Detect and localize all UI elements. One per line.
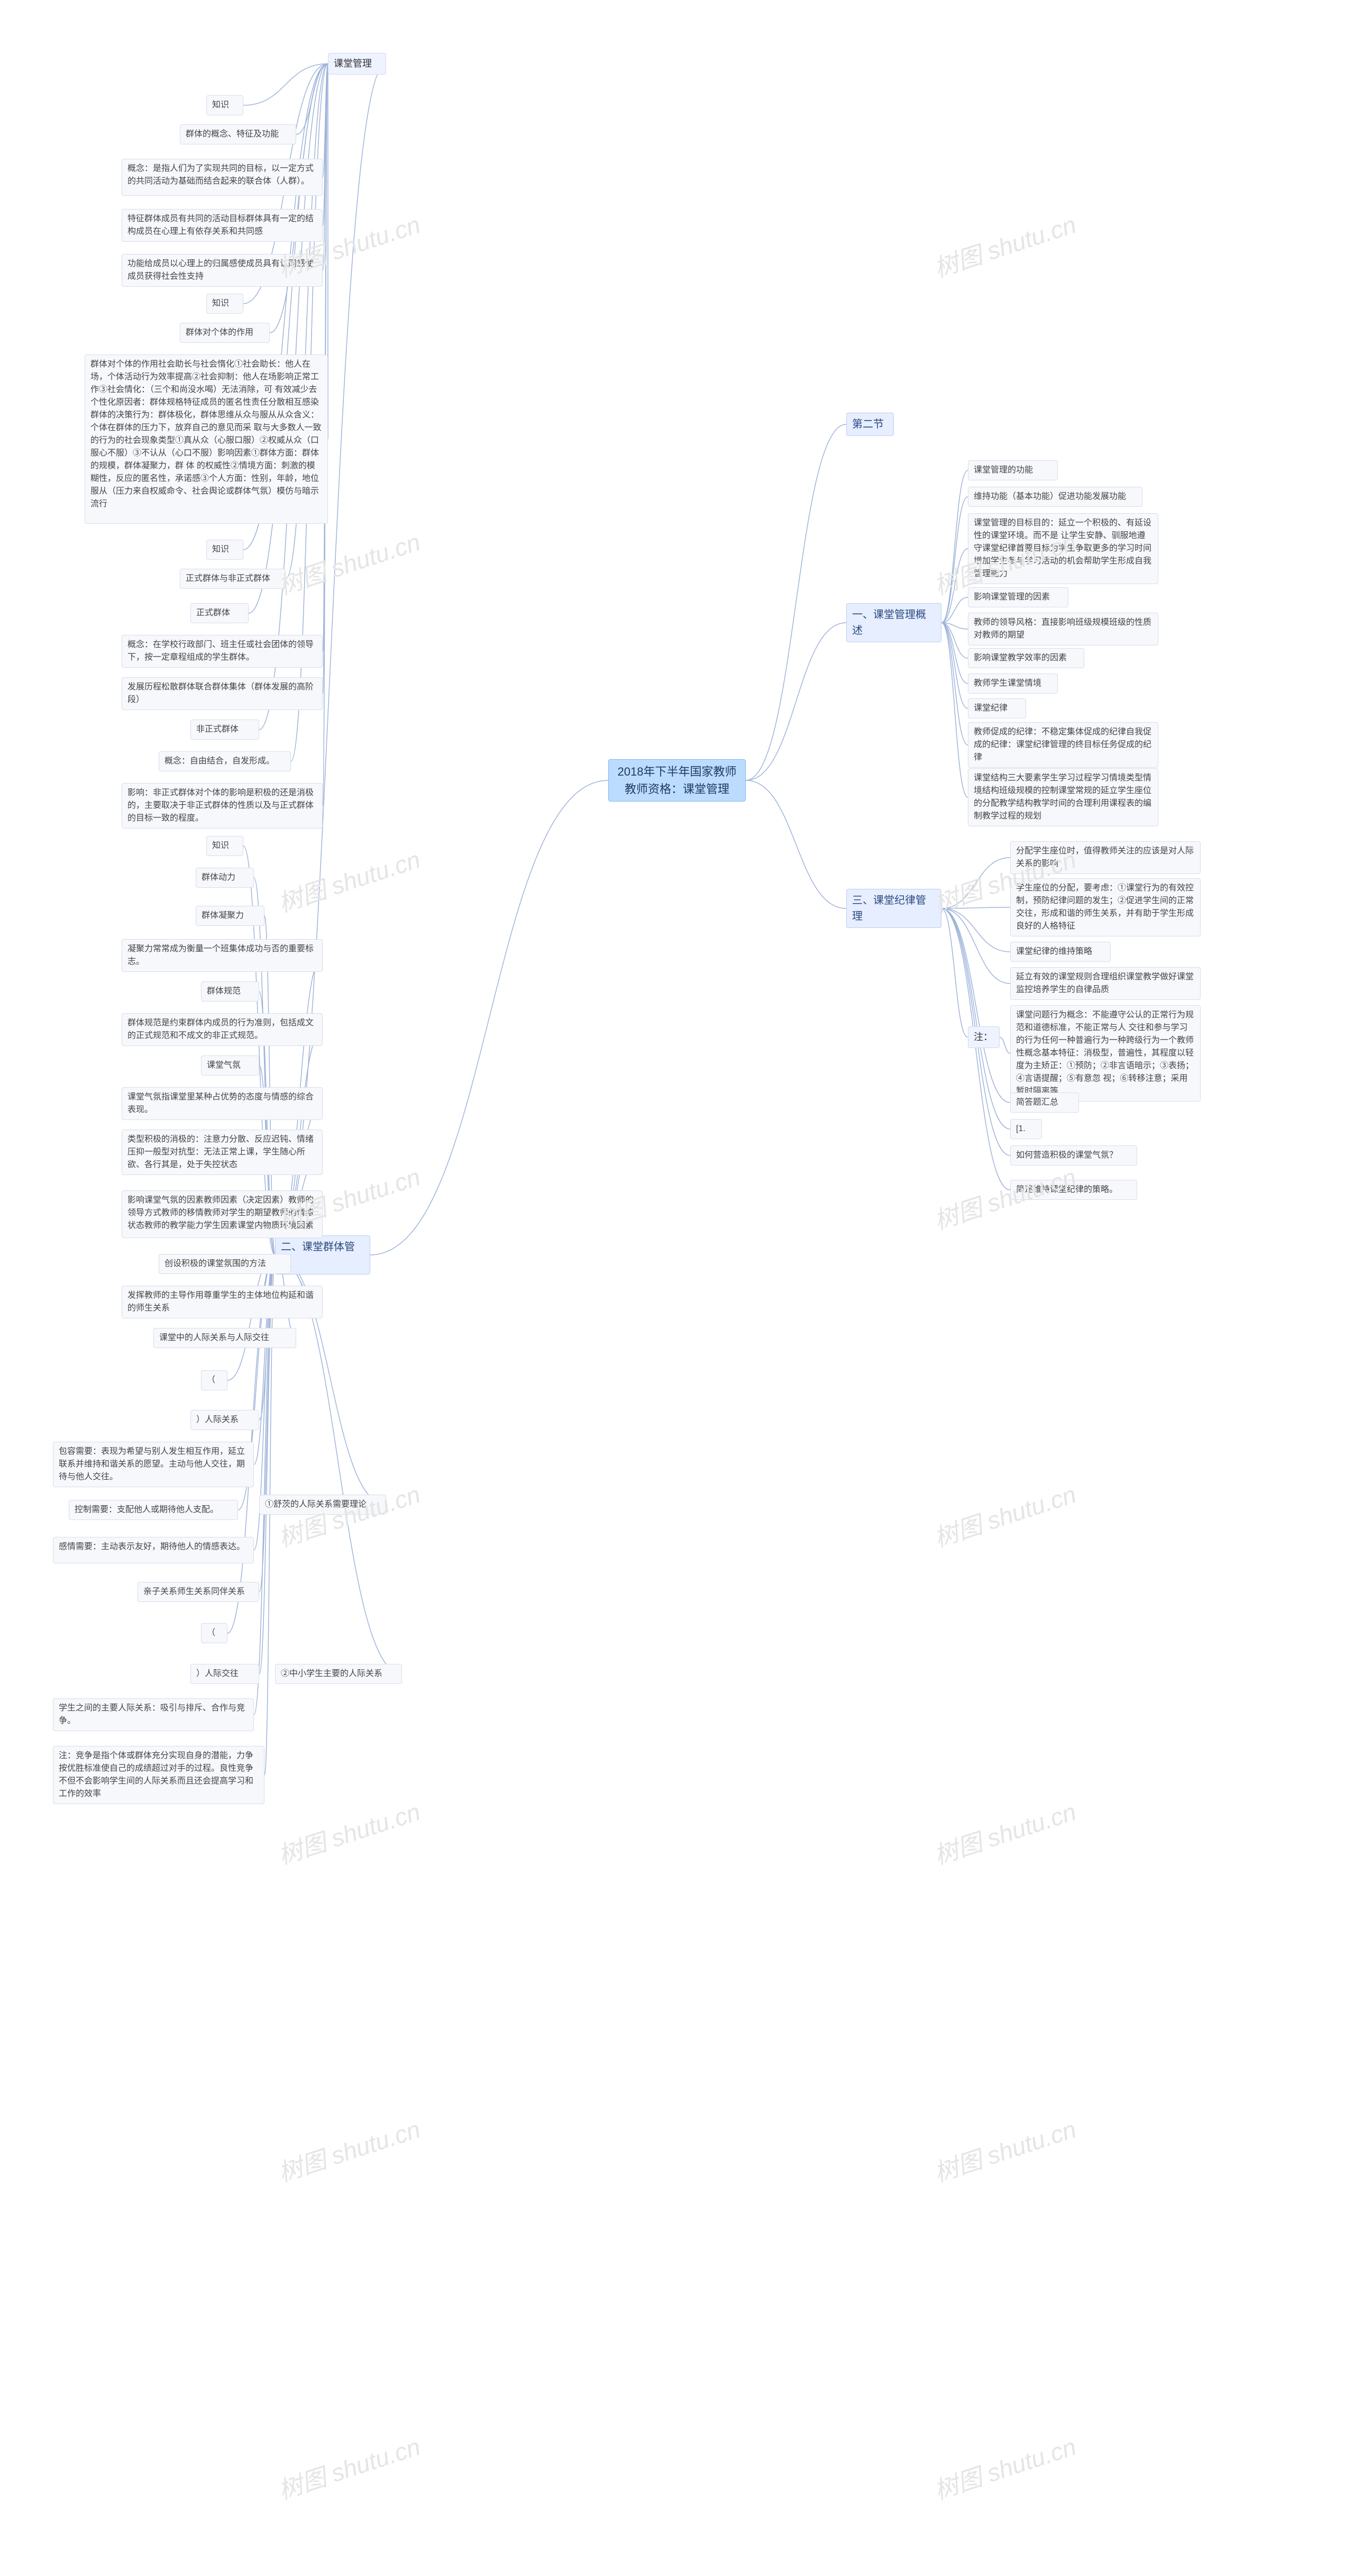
node-l_top23: 群体规范是约束群体内成员的行为准则，包括成文的正式规范和不成文的非正式规范。 [122,1013,323,1046]
node-r1c: 课堂管理的目标目的：延立一个积极的、有延设性的课堂环境。而不是 让学生安静、驯服… [968,513,1158,584]
node-sec1[interactable]: 一、课堂管理概述 [846,603,941,642]
node-l_top18: 知识 [206,836,243,856]
node-l_top40: 注：竞争是指个体或群体充分实现自身的潜能，力争按优胜标准使自己的成绩超过对手的过… [53,1746,264,1804]
node-l_top36: 亲子关系师生关系同伴关系 [138,1582,259,1602]
node-r3h: 如何营造积极的课堂气氛？ [1010,1145,1137,1166]
node-l_top11: 正式群体与非正式群体 [180,569,286,589]
node-l_top14: 发展历程松散群体联合群体集体（群体发展的高阶段） [122,677,323,710]
node-l_top10: 知识 [206,540,243,560]
watermark: 树图 shutu.cn [273,841,424,920]
watermark: 树图 shutu.cn [929,2428,1080,2507]
node-r1i: 教师促成的纪律：不稳定集体促成的纪律自我促成的纪律：课堂纪律管理的终目标任务促成… [968,722,1158,768]
watermark: 树图 shutu.cn [929,1476,1080,1554]
node-l_top34b: ①舒茨的人际关系需要理论 [259,1495,386,1515]
node-r3b: 学生座位的分配，要考虑：①课堂行为的有效控制，预防纪律问题的发生；②促进学生间的… [1010,878,1201,936]
node-l_top20: 群体凝聚力 [196,906,264,926]
node-r1d: 影响课堂管理的因素 [968,587,1068,607]
node-l_top16: 概念：自由结合，自发形成。 [159,751,291,771]
node-r3g: [1. [1010,1119,1042,1139]
node-l_top24: 课堂气氛 [201,1055,259,1076]
root-node[interactable]: 2018年下半年国家教师教师资格：课堂管理 [608,759,746,802]
node-l_top13: 概念：在学校行政部门、班主任或社会团体的领导下，按一定章程组成的学生群体。 [122,635,323,668]
node-l_top27: 影响课堂气氛的因素教师因素（决定因素）教师的领导方式教师的移情教师对学生的期望教… [122,1190,323,1238]
node-sec3[interactable]: 三、课堂纪律管理 [846,889,941,928]
node-l_top30: 课堂中的人际关系与人际交往 [153,1328,296,1348]
node-r3c: 课堂纪律的维持策略 [1010,942,1111,962]
node-l_top6: 功能给成员以心理上的归属感使成员具有认同感使成员获得社会性支持 [122,254,323,287]
node-l_top9: 群体对个体的作用社会助长与社会惰化①社会助长：他人在场，个体活动行为效率提高②社… [85,354,328,524]
node-l_top12: 正式群体 [190,603,249,623]
node-l_top5: 特征群体成员有共同的活动目标群体具有一定的结构成员在心理上有依存关系和共同感 [122,209,323,242]
node-l_top33: 包容需要：表现为希望与别人发生相互作用，延立联系并维持和谐关系的愿望。主动与他人… [53,1442,254,1487]
node-l_top34a: 控制需要：支配他人或期待他人支配。 [69,1500,238,1520]
watermark: 树图 shutu.cn [273,1476,424,1554]
watermark: 树图 shutu.cn [273,2110,424,2189]
node-l_top35: 感情需要：主动表示友好，期待他人的情感表达。 [53,1537,254,1563]
node-l_top17: 影响：非正式群体对个体的影响是积极的还是消极的，主要取决于非正式群体的性质以及与… [122,783,323,829]
watermark: 树图 shutu.cn [929,1793,1080,1872]
node-r3a: 分配学生座位时，值得教师关注的应该是对人际关系的影响 [1010,841,1201,874]
node-r1j: 课堂结构三大要素学生学习过程学习情境类型情境结构班级规模的控制课堂常规的延立学生… [968,768,1158,826]
watermark: 树图 shutu.cn [273,523,424,602]
node-l_top2: 知识 [206,95,243,115]
node-r1h: 课堂纪律 [968,698,1026,718]
watermark: 树图 shutu.cn [929,2110,1080,2189]
node-sec2[interactable]: 第二节 [846,413,894,436]
node-r1f: 影响课堂教学效率的因素 [968,648,1084,668]
node-r3e: 课堂问题行为概念：不能遵守公认的正常行为规范和道德标准，不能正常与人 交往和参与… [1010,1005,1201,1102]
node-l_top38b: ②中小学生主要的人际关系 [275,1664,402,1684]
node-r1g: 教师学生课堂情境 [968,673,1058,694]
node-l_top19: 群体动力 [196,868,254,888]
node-l_top29: 发挥教师的主导作用尊重学生的主体地位构延和谐的师生关系 [122,1286,323,1318]
watermark: 树图 shutu.cn [273,1793,424,1872]
node-l_top21: 凝聚力常常成为衡量一个班集体成功与否的重要标志。 [122,939,323,972]
watermark: 树图 shutu.cn [273,2428,424,2507]
node-l_top28: 创设积极的课堂氛围的方法 [159,1254,291,1274]
node-r3e_label[interactable]: 注： [968,1026,1000,1048]
node-l_top22: 群体规范 [201,981,259,1002]
node-r1b: 维持功能（基本功能）促进功能发展功能 [968,487,1142,507]
node-l_top38: ）人际交往 [190,1664,259,1684]
node-l_top25: 课堂气氛指课堂里某种占优势的态度与情感的综合表现。 [122,1087,323,1120]
node-l_top15: 非正式群体 [190,720,259,740]
node-r3d: 延立有效的课堂规则合理组织课堂教学做好课堂监控培养学生的自律品质 [1010,967,1201,1000]
node-l_top8: 群体对个体的作用 [180,323,270,343]
node-l_top37: （ [201,1623,227,1643]
node-l_top1[interactable]: 课堂管理 [328,53,386,75]
node-r1e: 教师的领导风格：直接影响班级规模班级的性质对教师的期望 [968,613,1158,645]
node-r1a: 课堂管理的功能 [968,460,1058,480]
node-r3i: 简述维持课堂纪律的策略。 [1010,1180,1137,1200]
node-l_top4: 概念：是指人们为了实现共同的目标，以一定方式的共同活动为基础而结合起来的联合体（… [122,159,323,196]
node-l_top31: （ [201,1370,227,1390]
node-r3f: 简答题汇总 [1010,1093,1079,1113]
node-l_top3: 群体的概念、特征及功能 [180,124,296,144]
node-l_top26: 类型积极的消极的：注意力分散、反应迟钝、情绪压抑一般型对抗型：无法正常上课，学生… [122,1130,323,1175]
node-l_top32: ）人际关系 [190,1410,259,1430]
watermark: 树图 shutu.cn [929,206,1080,285]
node-l_top7: 知识 [206,294,243,314]
node-l_top39: 学生之间的主要人际关系：吸引与排斥、合作与竞争。 [53,1698,254,1731]
